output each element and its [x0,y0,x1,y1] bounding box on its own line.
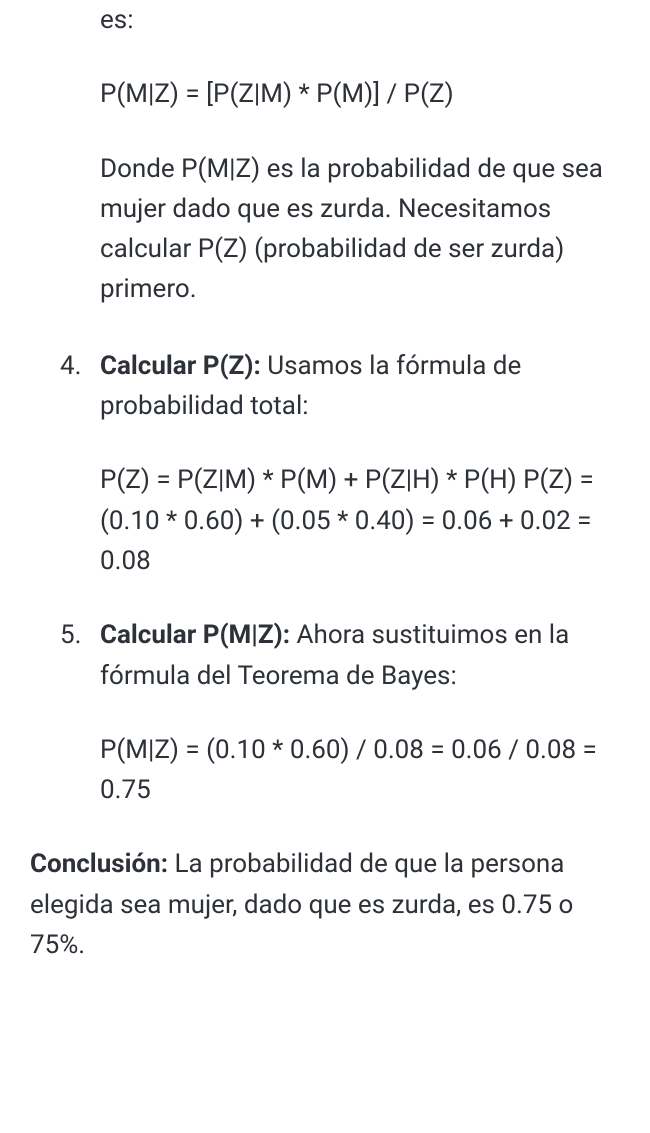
step-4-formula: P(Z) = P(Z|M) * P(M) + P(Z|H) * P(H) P(Z… [100,460,620,581]
document-page: es: P(M|Z) = [P(Z|M) * P(M)] / P(Z) Dond… [0,0,650,1005]
step-4-marker: 4. [60,346,81,386]
step-4-intro: Calcular P(Z): Usamos la fórmula de prob… [100,346,620,427]
step-5-marker: 5. [60,615,81,655]
conclusion-title: Conclusión: [30,849,168,879]
step-5: 5. Calcular P(M|Z): Ahora sustituimos en… [30,615,620,810]
prev-item-formula: P(M|Z) = [P(Z|M) * P(M)] / P(Z) [100,74,620,114]
step-4-title: Calcular P(Z): [100,351,261,381]
prev-item-explanation: Donde P(M|Z) es la probabilidad de que s… [100,149,620,310]
step-5-formula: P(M|Z) = (0.10 * 0.60) / 0.08 = 0.06 / 0… [100,730,620,811]
step-4: 4. Calcular P(Z): Usamos la fórmula de p… [30,346,620,581]
prev-item-trailing-text: es: [100,0,620,40]
step-5-title: Calcular P(M|Z): [100,620,290,650]
steps-list: 4. Calcular P(Z): Usamos la fórmula de p… [30,346,620,811]
prev-item-fragment: es: P(M|Z) = [P(Z|M) * P(M)] / P(Z) Dond… [30,0,620,310]
conclusion-paragraph: Conclusión: La probabilidad de que la pe… [30,844,620,965]
step-5-intro: Calcular P(M|Z): Ahora sustituimos en la… [100,615,620,696]
